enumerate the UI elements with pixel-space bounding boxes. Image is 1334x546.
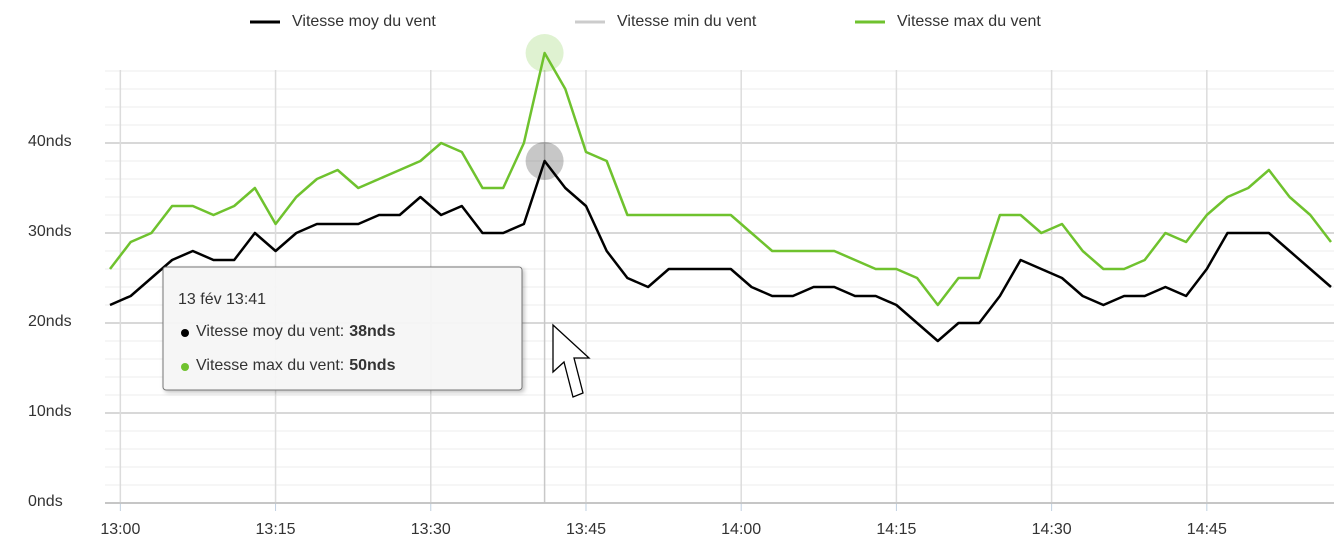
tooltip-row: Vitesse max du vent: 50nds <box>196 357 396 374</box>
tooltip-bullet <box>181 329 189 337</box>
series-line <box>109 51 1332 307</box>
legend-label: Vitesse max du vent <box>897 13 1041 30</box>
y-tick-label: 20nds <box>28 313 72 330</box>
y-tick-label: 10nds <box>28 403 72 420</box>
hover-halo <box>525 142 564 180</box>
hover-halo <box>525 34 564 72</box>
series-line <box>109 159 1332 343</box>
tooltip-box <box>162 266 523 391</box>
x-tick-label: 14:30 <box>1032 521 1072 538</box>
tooltip-bullet <box>181 363 189 371</box>
legend-label: Vitesse min du vent <box>617 13 757 30</box>
tooltip-label: Vitesse max du vent: <box>196 357 344 374</box>
x-tick-label: 13:00 <box>100 521 140 538</box>
y-tick-label: 0nds <box>28 493 63 510</box>
x-tick-label: 13:15 <box>256 521 296 538</box>
legend: Vitesse moy du vent Vitesse min du vent Vi… <box>250 13 1041 30</box>
y-tick-label: 30nds <box>28 223 72 240</box>
legend-label: Vitesse moy du vent <box>292 13 436 30</box>
lines <box>109 34 1332 343</box>
x-tick-label: 14:15 <box>876 521 916 538</box>
tooltip-value: 38nds <box>349 323 395 340</box>
tooltip-value: 50nds <box>349 357 395 374</box>
tooltip-label: Vitesse moy du vent: <box>196 323 344 340</box>
cursor <box>552 323 591 398</box>
y-tick-label: 40nds <box>28 133 72 150</box>
tooltip-header: 13 fév 13:41 <box>178 291 266 308</box>
x-tick-label: 14:45 <box>1187 521 1227 538</box>
x-tick-label: 13:30 <box>411 521 451 538</box>
x-tick-label: 13:45 <box>566 521 606 538</box>
tooltip-row: Vitesse moy du vent: 38nds <box>196 323 396 340</box>
x-tick-label: 14:00 <box>721 521 761 538</box>
